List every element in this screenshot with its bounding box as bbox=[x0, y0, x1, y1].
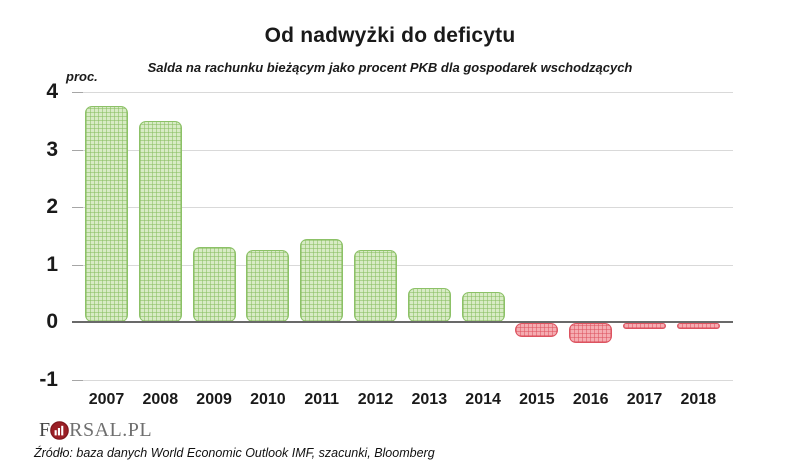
y-axis-unit-label: proc. bbox=[66, 69, 98, 84]
x-label-2015: 2015 bbox=[519, 391, 555, 408]
y-tick-label-1: 1 bbox=[46, 252, 58, 276]
gridline-3 bbox=[72, 149, 733, 151]
y-tick-label-2: 2 bbox=[46, 195, 58, 218]
bar-2010 bbox=[246, 250, 290, 322]
chart-subtitle: Salda na rachunku bieżącym jako procent … bbox=[147, 60, 633, 75]
y-tick-label-3: 3 bbox=[46, 137, 58, 161]
x-label-2018: 2018 bbox=[680, 391, 717, 408]
y-tickmark-2 bbox=[72, 207, 83, 208]
gridline--1 bbox=[72, 379, 733, 381]
bar-2013 bbox=[407, 287, 451, 322]
logo-text-suffix: RSAL.PL bbox=[69, 419, 153, 441]
x-label-2007: 2007 bbox=[88, 391, 125, 408]
logo-barchart-icon bbox=[50, 421, 69, 440]
y-tick-label--1: -1 bbox=[39, 367, 58, 391]
bar-2014 bbox=[461, 292, 505, 322]
x-label-2017: 2017 bbox=[626, 391, 663, 408]
x-label-2016: 2016 bbox=[572, 391, 609, 408]
x-label-2008: 2008 bbox=[142, 391, 179, 408]
x-label-2009: 2009 bbox=[196, 391, 232, 408]
y-tickmark-3 bbox=[72, 149, 83, 151]
bar-2011 bbox=[300, 238, 344, 322]
bar-2018 bbox=[676, 323, 720, 329]
x-label-2012: 2012 bbox=[357, 391, 394, 408]
x-label-2011: 2011 bbox=[304, 391, 340, 408]
logo-text-prefix: F bbox=[39, 419, 51, 441]
bar-2015 bbox=[515, 323, 559, 338]
y-tick-label-4: 4 bbox=[46, 80, 58, 103]
gridline-2 bbox=[72, 207, 733, 208]
y-tick-label-0: 0 bbox=[46, 310, 58, 333]
gridline-1 bbox=[72, 264, 733, 266]
bar-2007 bbox=[85, 106, 128, 322]
bar-2012 bbox=[354, 250, 397, 322]
bar-2009 bbox=[192, 247, 236, 322]
y-tickmark--1 bbox=[72, 379, 83, 381]
zero-axis-line bbox=[72, 321, 733, 323]
forsal-logo: F RSAL.PL bbox=[39, 419, 152, 442]
y-tickmark-1 bbox=[72, 264, 83, 266]
source-attribution: Źródło: baza danych World Economic Outlo… bbox=[34, 446, 435, 460]
x-label-2014: 2014 bbox=[465, 391, 501, 408]
x-label-2013: 2013 bbox=[411, 391, 448, 408]
y-tickmark-4 bbox=[72, 92, 83, 93]
bar-2016 bbox=[569, 323, 613, 344]
x-label-2010: 2010 bbox=[250, 391, 286, 408]
bar-2017 bbox=[623, 323, 666, 329]
bar-2008 bbox=[138, 120, 182, 322]
chart-title: Od nadwyżki do deficytu bbox=[264, 24, 516, 47]
gridline-4 bbox=[72, 92, 733, 93]
